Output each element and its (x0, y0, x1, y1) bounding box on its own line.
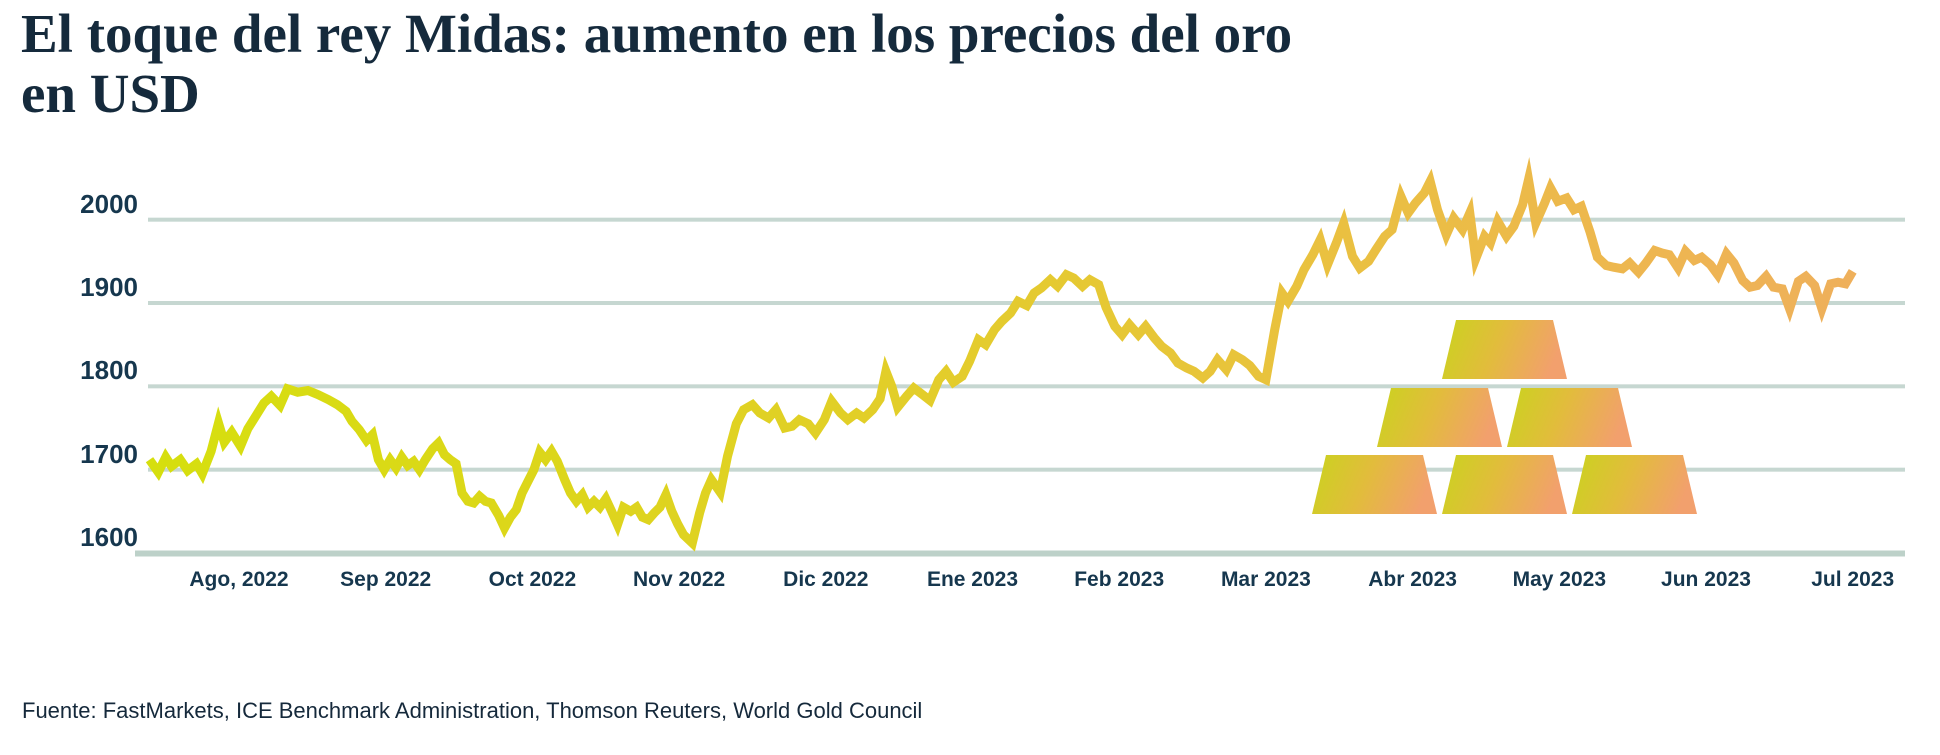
chart-title: El toque del rey Midas: aumento en los p… (21, 4, 1621, 124)
x-axis-label: May 2023 (1512, 568, 1606, 591)
x-axis-label: Oct 2022 (488, 568, 577, 591)
y-axis-label: 1700 (80, 438, 138, 469)
x-axis-label: Sep 2022 (340, 568, 432, 591)
x-axis-label: Nov 2022 (632, 568, 726, 591)
y-axis-label: 1600 (80, 522, 138, 552)
x-axis-label: Ago, 2022 (189, 568, 289, 591)
x-axis-label: Feb 2023 (1074, 568, 1165, 591)
x-axis-label: Abr 2023 (1368, 568, 1457, 591)
gold-bar (1442, 320, 1567, 379)
gold-bars-illustration (1312, 320, 1697, 514)
axis-baseline (135, 550, 1905, 557)
x-axis-label: Jun 2023 (1661, 568, 1751, 591)
source-note: Fuente: FastMarkets, ICE Benchmark Admin… (22, 698, 923, 723)
chart-title-line2: en USD (21, 63, 200, 124)
gridline (148, 467, 1905, 472)
y-axis-label: 1900 (80, 272, 138, 302)
gold-bar (1377, 388, 1502, 447)
chart-title-line1: El toque del rey Midas: aumento en los p… (21, 3, 1293, 64)
gold-bar (1312, 455, 1437, 514)
gold-price-line (145, 156, 1857, 552)
y-axis-label: 1800 (80, 355, 138, 386)
gridline (148, 384, 1905, 389)
gold-bar (1442, 455, 1567, 514)
x-axis-label: Jul 2023 (1811, 568, 1895, 591)
gold-bar (1507, 388, 1632, 447)
x-axis-label: Mar 2023 (1220, 568, 1311, 591)
gold-bar (1572, 455, 1697, 514)
gridline (148, 217, 1905, 222)
y-axis-label: 2000 (80, 188, 138, 219)
x-axis-label: Dic 2022 (783, 568, 869, 591)
x-axis-label: Ene 2023 (926, 568, 1019, 591)
